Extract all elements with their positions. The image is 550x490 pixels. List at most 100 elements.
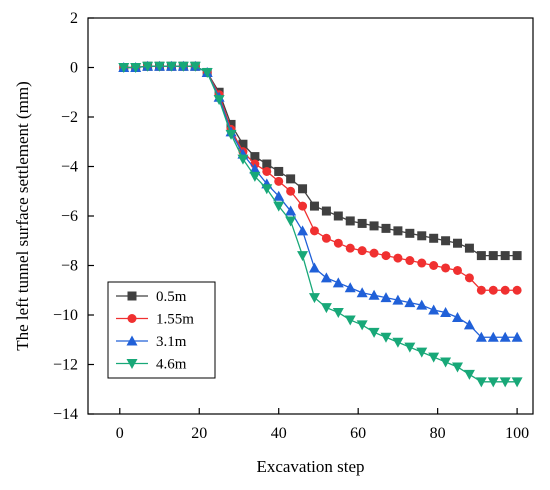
data-point xyxy=(428,352,440,363)
data-point xyxy=(321,233,331,243)
data-point xyxy=(274,176,284,186)
legend-marker xyxy=(127,314,137,323)
data-point xyxy=(345,243,355,253)
legend-label: 0.5m xyxy=(156,289,187,305)
data-point xyxy=(463,369,475,380)
data-point xyxy=(487,331,499,342)
data-point xyxy=(475,331,487,342)
data-point xyxy=(500,251,510,261)
data-point xyxy=(369,248,379,258)
series-group xyxy=(118,60,523,388)
data-point xyxy=(308,262,320,273)
data-point xyxy=(250,152,260,162)
data-point xyxy=(369,221,379,231)
y-tick-label: −6 xyxy=(61,208,78,225)
data-point xyxy=(309,201,319,211)
legend-box xyxy=(107,281,216,379)
data-point xyxy=(511,377,523,388)
data-point xyxy=(298,201,308,211)
data-point xyxy=(452,311,464,322)
data-point xyxy=(344,282,356,293)
data-point xyxy=(274,166,284,176)
data-point xyxy=(273,201,285,212)
series-0.5m xyxy=(119,61,522,261)
data-point xyxy=(512,251,522,261)
data-point xyxy=(285,205,297,216)
data-point xyxy=(453,238,463,248)
data-point xyxy=(487,377,499,388)
data-point xyxy=(393,253,403,263)
data-point xyxy=(297,225,309,236)
data-point xyxy=(308,293,320,304)
data-point xyxy=(262,166,272,176)
data-point xyxy=(512,285,522,295)
data-point xyxy=(321,206,331,216)
data-point xyxy=(333,238,343,248)
data-point xyxy=(309,226,319,236)
data-point xyxy=(429,233,439,243)
series-line xyxy=(123,65,518,383)
data-point xyxy=(475,377,487,388)
series-4.6m xyxy=(118,61,523,388)
y-tick-label: −10 xyxy=(53,307,78,324)
data-point xyxy=(154,61,166,72)
data-point xyxy=(249,171,261,182)
data-point xyxy=(417,258,427,268)
data-point xyxy=(453,265,463,275)
x-tick-label: 60 xyxy=(350,425,366,442)
series-1.55m xyxy=(119,61,522,295)
y-tick-label: 2 xyxy=(70,10,78,27)
data-point xyxy=(488,285,498,295)
data-point xyxy=(441,236,451,246)
data-point xyxy=(392,337,404,348)
data-point xyxy=(332,308,344,319)
legend-item: 1.55m xyxy=(116,312,194,328)
x-tick-label: 80 xyxy=(430,425,446,442)
data-point xyxy=(286,186,296,196)
data-point xyxy=(440,307,452,318)
legend-label: 3.1m xyxy=(156,334,187,350)
data-point xyxy=(320,303,332,314)
data-point xyxy=(499,377,511,388)
data-point xyxy=(262,159,272,169)
x-tick-label: 0 xyxy=(116,425,124,442)
data-point xyxy=(428,304,440,315)
data-point xyxy=(429,261,439,270)
data-point xyxy=(440,357,452,368)
legend-label: 4.6m xyxy=(156,357,187,373)
data-point xyxy=(499,331,511,342)
legend-item: 3.1m xyxy=(116,334,187,350)
data-point xyxy=(441,263,451,273)
data-point xyxy=(368,289,380,300)
data-point xyxy=(344,315,356,326)
data-point xyxy=(273,190,285,201)
data-point xyxy=(476,285,486,295)
data-point xyxy=(249,163,261,174)
data-point xyxy=(404,297,416,308)
data-point xyxy=(297,251,309,262)
data-point xyxy=(357,246,367,256)
data-point xyxy=(405,256,415,266)
y-tick-label: −4 xyxy=(61,159,78,176)
y-tick-label: −8 xyxy=(61,258,78,275)
x-tick-label: 40 xyxy=(271,425,287,442)
x-tick-label: 20 xyxy=(191,425,207,442)
legend-label: 1.55m xyxy=(156,312,194,328)
data-point xyxy=(201,67,213,78)
legend-item: 4.6m xyxy=(116,357,187,373)
data-point xyxy=(261,184,273,195)
data-point xyxy=(118,63,130,73)
data-point xyxy=(405,228,415,238)
data-point xyxy=(381,251,391,261)
data-point xyxy=(286,174,296,184)
data-point xyxy=(368,327,380,338)
y-tick-label: −12 xyxy=(53,357,78,374)
y-tick-label: −2 xyxy=(61,109,78,126)
x-axis-title: Excavation step xyxy=(256,457,364,476)
data-point xyxy=(165,61,177,72)
data-point xyxy=(392,294,404,305)
data-point xyxy=(464,243,474,253)
y-tick-label: −14 xyxy=(53,406,78,423)
